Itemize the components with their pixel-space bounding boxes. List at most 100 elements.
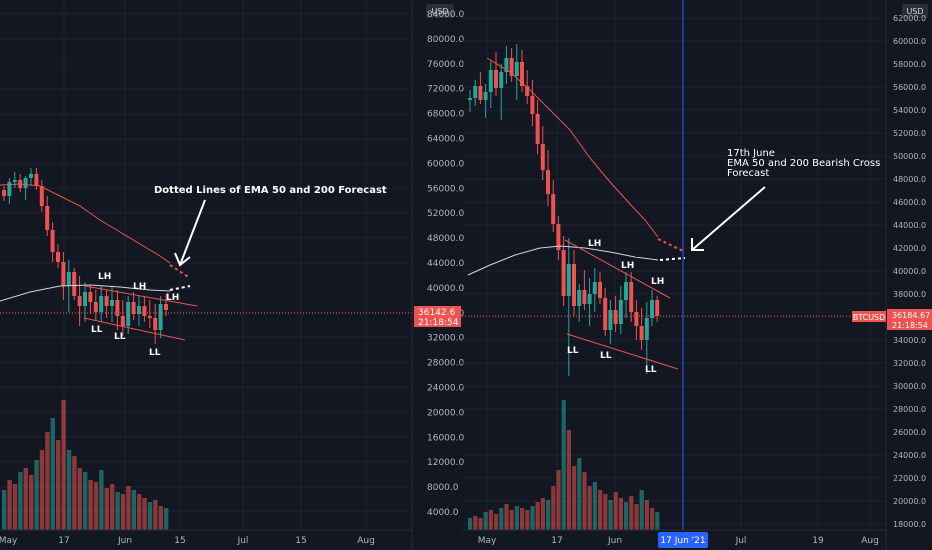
candle-body bbox=[478, 86, 483, 100]
volume-bar bbox=[12, 484, 18, 530]
candle-body bbox=[93, 302, 98, 312]
candle-body bbox=[598, 282, 602, 298]
right-price-tick: 18000.0 bbox=[893, 520, 926, 529]
candle-body bbox=[624, 282, 628, 300]
right-price-axis[interactable]: USD 62000.0 60000.0 58000.0 56000.0 54000.0 5… bbox=[852, 0, 932, 550]
volume-bar bbox=[582, 472, 587, 530]
left-price-tick: 48000.0 bbox=[427, 234, 464, 244]
candle-body bbox=[561, 250, 566, 296]
candle-body bbox=[525, 86, 530, 96]
volume-bar bbox=[23, 468, 28, 530]
right-time-label: 21:18:54 bbox=[892, 321, 928, 330]
left-price-label-box bbox=[414, 306, 461, 327]
volume-bar bbox=[598, 490, 603, 530]
candle-body bbox=[72, 272, 77, 296]
right-volume-bars bbox=[468, 400, 660, 530]
volume-bar bbox=[7, 480, 12, 530]
volume-bar bbox=[158, 506, 163, 530]
candle-body bbox=[587, 294, 592, 304]
candle-body bbox=[147, 316, 152, 318]
candle-body bbox=[153, 318, 158, 330]
right-wave-label: LL bbox=[567, 346, 579, 356]
candle-body bbox=[61, 262, 66, 286]
right-ema200-forecast bbox=[659, 257, 686, 261]
candle-body bbox=[556, 224, 561, 250]
volume-bar bbox=[115, 492, 120, 530]
volume-bar bbox=[488, 510, 493, 530]
left-price-label: 36142.6 bbox=[418, 308, 455, 318]
left-price-tick: 4000.0 bbox=[427, 508, 459, 518]
volume-bar bbox=[137, 494, 142, 530]
candle-body bbox=[142, 306, 147, 316]
volume-bar bbox=[556, 470, 561, 530]
right-annotation-arrow bbox=[691, 186, 766, 251]
left-price-axis[interactable]: USD 84000.0 80000.0 76000.0 72000.0 68000.0 6… bbox=[411, 0, 464, 550]
candle-body bbox=[566, 264, 571, 296]
left-x-tick: Aug bbox=[357, 536, 375, 546]
left-price-tick: 40000.0 bbox=[427, 284, 464, 294]
left-upper-trendline bbox=[84, 285, 198, 307]
right-price-tick: 32000.0 bbox=[893, 359, 926, 368]
right-x-tick: 17 bbox=[551, 536, 562, 546]
currency-badge-label: USD bbox=[906, 7, 923, 16]
volume-bar bbox=[126, 486, 131, 530]
volume-bar bbox=[634, 504, 639, 530]
volume-bar bbox=[120, 494, 126, 530]
volume-bar bbox=[164, 508, 169, 530]
left-price-tick: 76000.0 bbox=[427, 60, 464, 70]
candle-body bbox=[530, 96, 535, 114]
candle-body bbox=[158, 304, 163, 330]
right-x-tick: Jul bbox=[735, 536, 747, 546]
volume-bar bbox=[56, 440, 61, 530]
left-wave-label: LH bbox=[166, 293, 179, 303]
volume-bar bbox=[608, 500, 613, 530]
currency-badge bbox=[902, 4, 928, 18]
right-price-tick: 60000.0 bbox=[893, 37, 926, 46]
volume-bar bbox=[644, 500, 649, 530]
candle-body bbox=[483, 92, 488, 100]
left-wave-label: LH bbox=[133, 282, 146, 292]
candle-body bbox=[639, 326, 644, 340]
candle-body bbox=[164, 304, 168, 310]
left-candles bbox=[2, 168, 168, 344]
right-price-tick: 48000.0 bbox=[893, 175, 926, 184]
right-wave-label: LL bbox=[645, 365, 657, 375]
currency-badge bbox=[426, 4, 454, 18]
left-price-tick: 64000.0 bbox=[427, 135, 464, 145]
candle-body bbox=[608, 310, 613, 330]
left-time-label: 21:18:54 bbox=[418, 318, 459, 328]
volume-bar bbox=[99, 470, 104, 530]
candle-body bbox=[546, 170, 550, 194]
left-annotation-arrow bbox=[174, 199, 206, 267]
candle-body bbox=[39, 186, 44, 206]
left-wave-label: LL bbox=[114, 332, 126, 342]
volume-bar bbox=[2, 490, 7, 530]
candle-body bbox=[66, 272, 71, 286]
volume-bar bbox=[147, 502, 153, 530]
candle-body bbox=[634, 312, 639, 326]
volume-bar bbox=[613, 492, 618, 530]
volume-bar bbox=[494, 514, 499, 530]
left-price-tick: 24000.0 bbox=[427, 384, 464, 394]
volume-bar bbox=[572, 466, 577, 530]
left-wave-label: LH bbox=[98, 272, 111, 282]
candle-body bbox=[629, 282, 634, 312]
right-x-tick: Jun bbox=[607, 536, 622, 546]
candle-body bbox=[50, 230, 55, 252]
candle-body bbox=[655, 300, 660, 316]
volume-bar bbox=[504, 504, 509, 530]
candle-body bbox=[520, 62, 524, 86]
candle-body bbox=[582, 290, 587, 304]
candle-body bbox=[88, 292, 93, 302]
left-price-tick: 28000.0 bbox=[427, 359, 464, 369]
candle-body bbox=[110, 300, 114, 306]
volume-bar bbox=[88, 480, 93, 530]
candle-body bbox=[131, 302, 136, 314]
candle-body bbox=[514, 62, 519, 76]
right-price-tick: 38000.0 bbox=[893, 290, 926, 299]
volume-bar bbox=[110, 484, 115, 530]
candle-body bbox=[2, 190, 6, 196]
candle-body bbox=[650, 300, 654, 318]
left-x-tick: 15 bbox=[174, 536, 185, 546]
left-price-tick: 32000.0 bbox=[427, 334, 464, 344]
